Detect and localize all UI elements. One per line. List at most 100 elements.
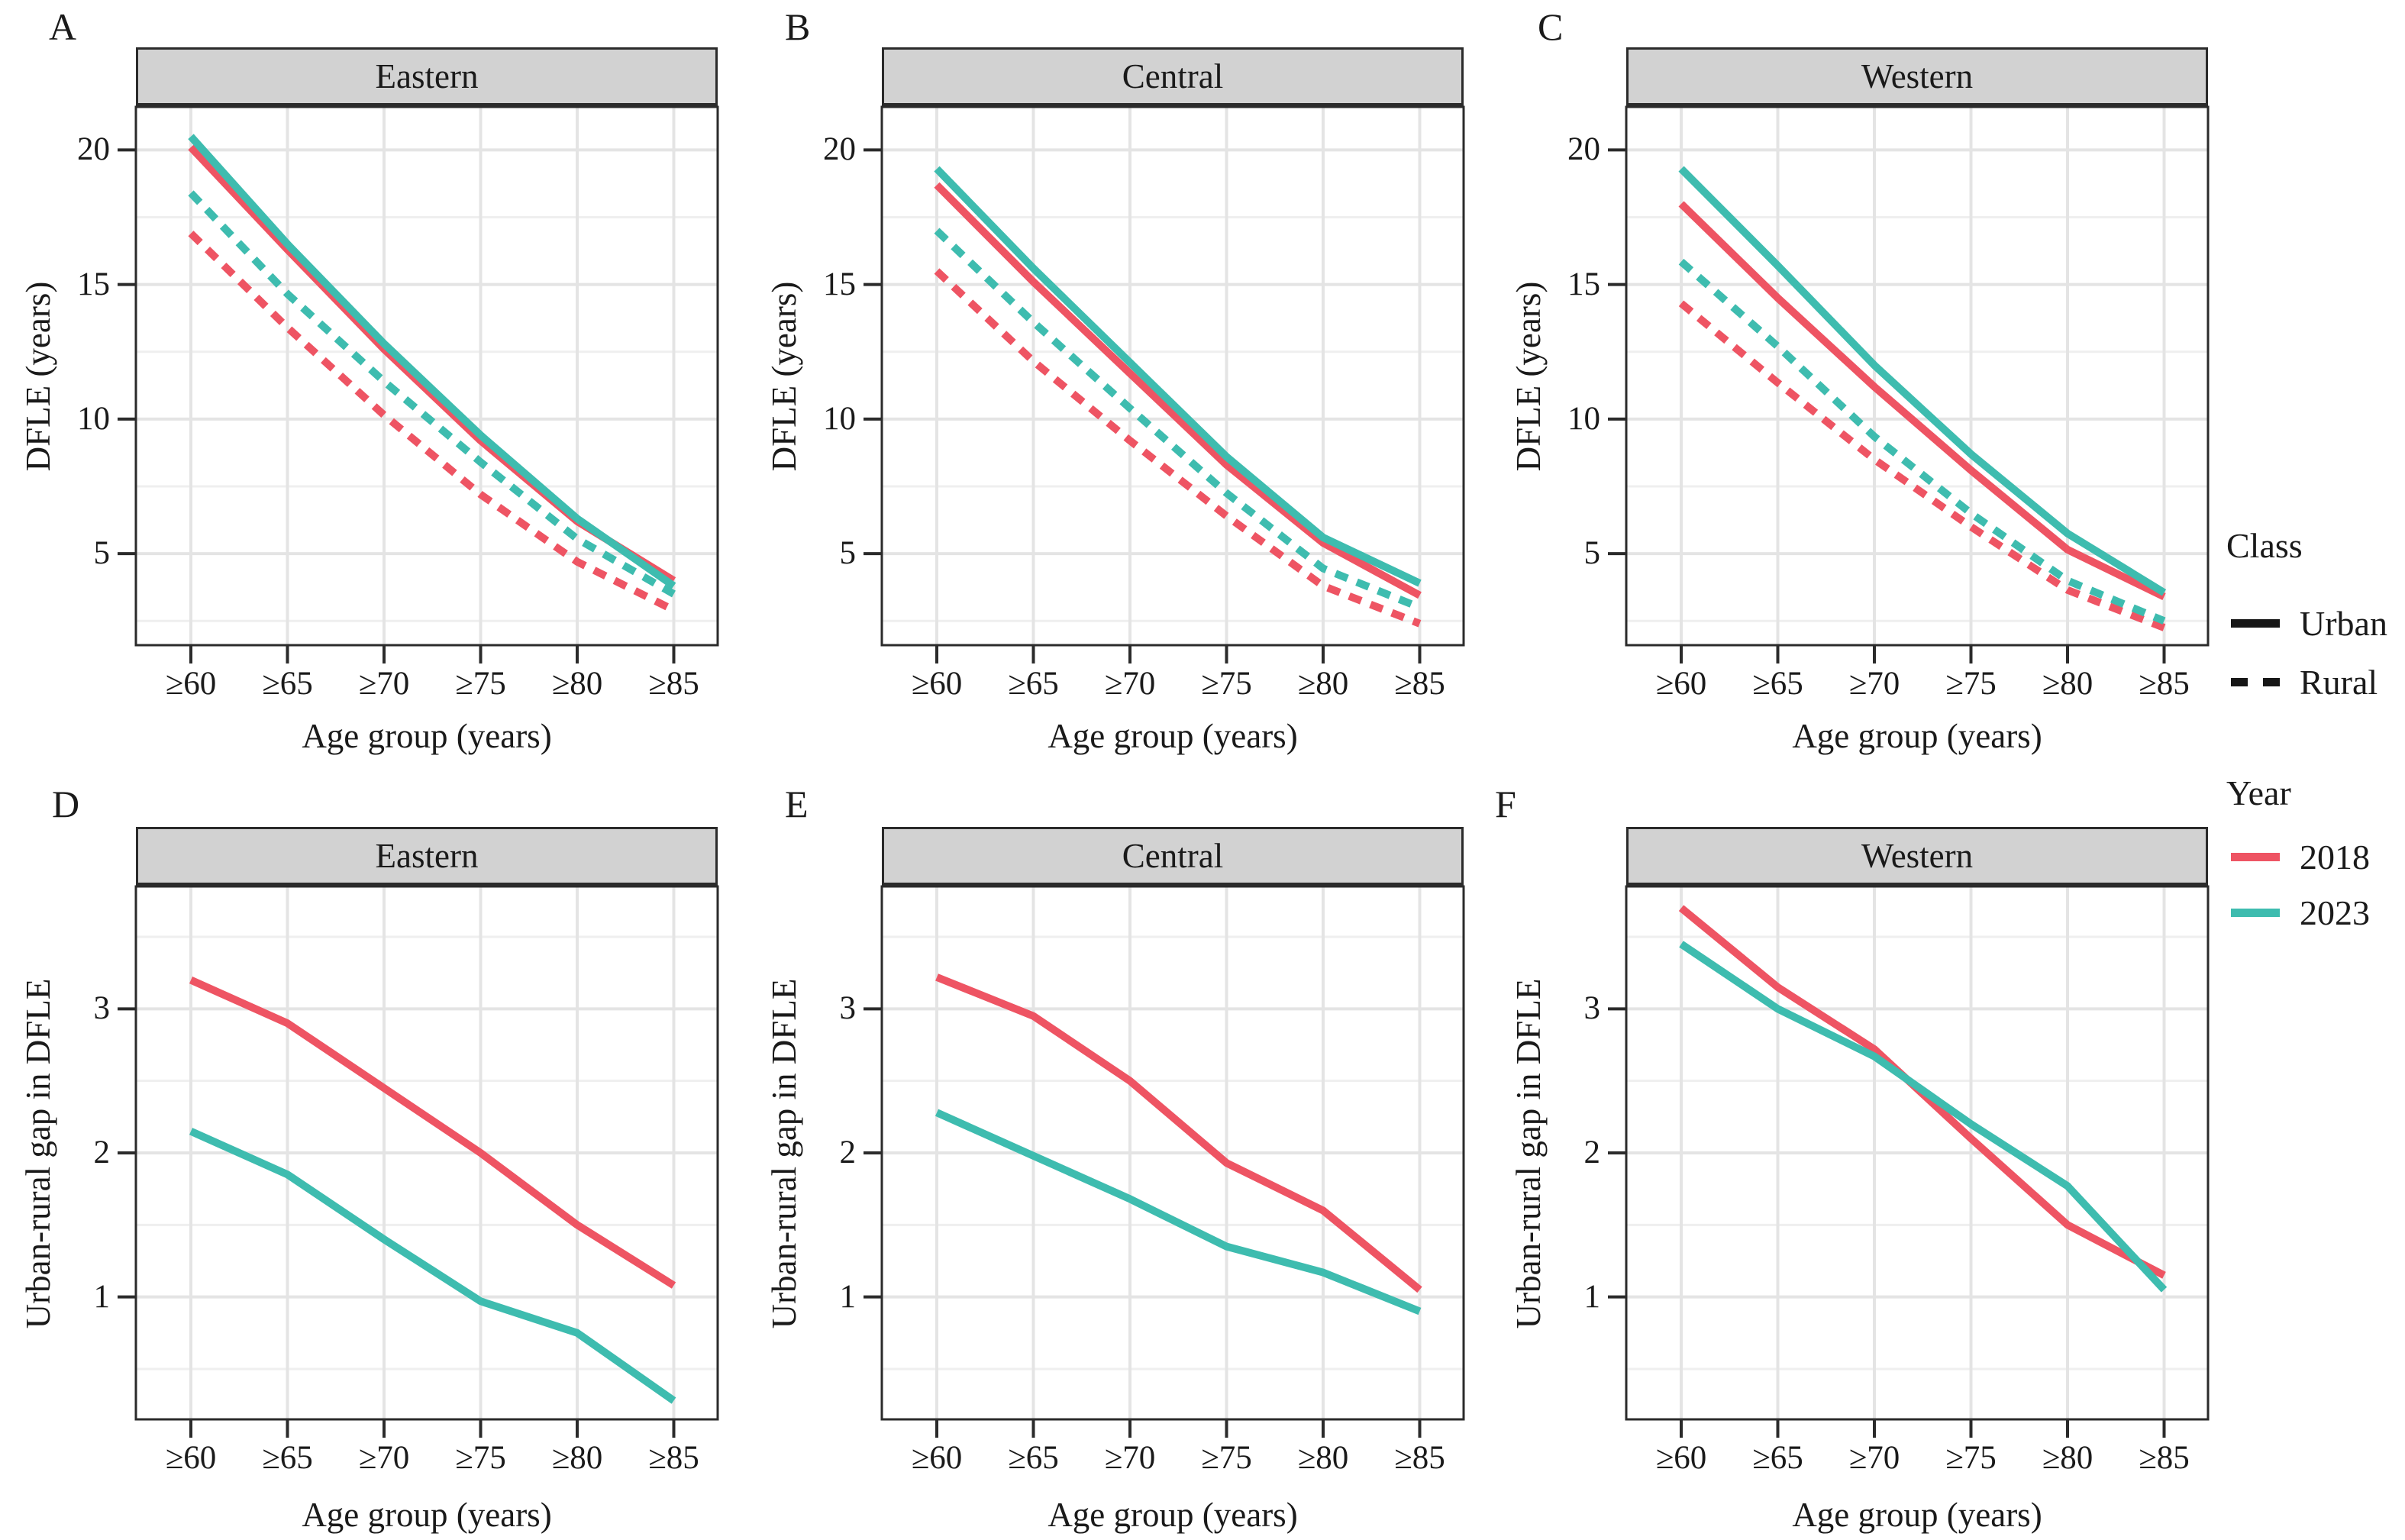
rural-dashed-line-key-icon xyxy=(2231,677,2280,686)
x-tick-label: ≥80 xyxy=(2042,1440,2093,1476)
y-axis-title: Urban-rural gap in DFLE xyxy=(1509,978,1548,1329)
x-tick-label: ≥65 xyxy=(262,666,313,702)
y-axis-title: DFLE (years) xyxy=(1509,281,1548,472)
legend-item-rural: Rural xyxy=(2231,661,2378,702)
y-tick-label: 15 xyxy=(77,266,110,302)
y-tick-label: 20 xyxy=(77,131,110,168)
y-tick-label: 20 xyxy=(1567,131,1600,168)
legend-item-label: Urban xyxy=(2300,603,2387,643)
legend-item-label: Rural xyxy=(2300,662,2378,702)
facet-strip-label: Western xyxy=(1861,57,1974,95)
x-tick-label: ≥85 xyxy=(648,1440,699,1476)
panel-letter-b: B xyxy=(785,5,811,48)
year-2023-line-key-icon xyxy=(2231,908,2280,917)
x-tick-label: ≥85 xyxy=(2139,666,2190,702)
x-tick-label: ≥65 xyxy=(1008,1440,1059,1476)
x-tick-label: ≥70 xyxy=(1848,1440,1900,1476)
y-axis-title: DFLE (years) xyxy=(765,281,803,472)
x-tick-label: ≥60 xyxy=(165,666,217,702)
x-tick-label: ≥70 xyxy=(1104,666,1156,702)
legend-item-label: 2018 xyxy=(2300,837,2370,877)
x-tick-label: ≥60 xyxy=(165,1440,217,1476)
legend-year-title: Year xyxy=(2226,773,2291,812)
y-tick-label: 20 xyxy=(823,131,856,168)
y-tick-label: 2 xyxy=(93,1135,111,1170)
x-tick-label: ≥85 xyxy=(648,666,699,702)
x-tick-label: ≥75 xyxy=(1201,666,1252,702)
facet-strip-eastern-top: Eastern xyxy=(136,47,718,107)
urban-solid-line-key-icon xyxy=(2231,618,2280,628)
x-tick-label: ≥65 xyxy=(1752,1440,1803,1476)
x-tick-label: ≥80 xyxy=(1297,1440,1349,1476)
x-tick-label: ≥80 xyxy=(1297,666,1349,702)
panel-letter-d: D xyxy=(52,783,80,825)
x-tick-label: ≥85 xyxy=(1394,1440,1445,1476)
x-tick-label: ≥75 xyxy=(455,1440,506,1476)
facet-strip-label: Western xyxy=(1861,837,1974,875)
y-tick-label: 2 xyxy=(839,1135,857,1170)
legend-item-urban: Urban xyxy=(2231,602,2387,644)
y-tick-label: 15 xyxy=(1567,266,1600,302)
x-tick-label: ≥60 xyxy=(1655,1440,1707,1476)
x-tick-label: ≥80 xyxy=(551,666,603,702)
facet-strip-label: Eastern xyxy=(375,57,479,95)
x-axis-title: Age group (years) xyxy=(1048,717,1298,755)
x-tick-label: ≥70 xyxy=(358,1440,410,1476)
facet-strip-western-bottom: Western xyxy=(1626,827,2208,886)
y-tick-label: 1 xyxy=(1583,1278,1601,1315)
x-tick-label: ≥60 xyxy=(1655,666,1707,702)
y-tick-label: 10 xyxy=(823,400,856,437)
legend-class-title: Class xyxy=(2226,526,2303,565)
facet-strip-label: Central xyxy=(1122,57,1224,95)
facet-strip-eastern-bottom: Eastern xyxy=(136,827,718,886)
x-tick-label: ≥65 xyxy=(1008,666,1059,702)
x-tick-label: ≥75 xyxy=(455,666,506,702)
x-tick-label: ≥65 xyxy=(262,1440,313,1476)
y-tick-label: 15 xyxy=(823,266,856,302)
x-tick-label: ≥65 xyxy=(1752,666,1803,702)
y-axis-title: DFLE (years) xyxy=(19,281,57,472)
x-tick-label: ≥80 xyxy=(551,1440,603,1476)
y-axis-title: Urban-rural gap in DFLE xyxy=(765,978,803,1329)
year-2018-line-key-icon xyxy=(2231,852,2280,861)
x-tick-label: ≥70 xyxy=(358,666,410,702)
y-tick-label: 10 xyxy=(77,400,110,437)
panel-letter-a: A xyxy=(49,5,77,48)
y-tick-label: 5 xyxy=(93,535,111,572)
y-axis-title: Urban-rural gap in DFLE xyxy=(19,978,57,1329)
y-tick-label: 3 xyxy=(93,990,111,1027)
x-tick-label: ≥80 xyxy=(2042,666,2093,702)
legend-item-label: 2023 xyxy=(2300,893,2370,932)
y-tick-label: 10 xyxy=(1567,400,1600,437)
y-tick-label: 3 xyxy=(1583,990,1601,1027)
x-axis-title: Age group (years) xyxy=(302,1496,552,1534)
x-axis-title: Age group (years) xyxy=(1048,1496,1298,1534)
x-tick-label: ≥75 xyxy=(1201,1440,1252,1476)
facet-strip-central-top: Central xyxy=(882,47,1464,107)
x-tick-label: ≥75 xyxy=(1945,666,1997,702)
panel-letter-e: E xyxy=(785,783,809,825)
x-axis-title: Age group (years) xyxy=(1792,1496,2042,1534)
legend-item-2018: 2018 xyxy=(2231,836,2370,877)
x-tick-label: ≥75 xyxy=(1945,1440,1997,1476)
facet-strip-label: Central xyxy=(1122,837,1224,875)
facet-strip-central-bottom: Central xyxy=(882,827,1464,886)
x-tick-label: ≥85 xyxy=(1394,666,1445,702)
x-tick-label: ≥70 xyxy=(1104,1440,1156,1476)
x-axis-title: Age group (years) xyxy=(302,717,552,755)
x-tick-label: ≥70 xyxy=(1848,666,1900,702)
x-tick-label: ≥85 xyxy=(2139,1440,2190,1476)
panel-letter-c: C xyxy=(1538,5,1564,48)
y-tick-label: 5 xyxy=(1583,535,1601,572)
y-tick-label: 1 xyxy=(93,1278,111,1315)
y-tick-label: 1 xyxy=(839,1278,857,1315)
legend-item-2023: 2023 xyxy=(2231,892,2370,933)
x-axis-title: Age group (years) xyxy=(1792,717,2042,755)
panel-letter-f: F xyxy=(1495,783,1516,825)
x-tick-label: ≥60 xyxy=(911,1440,963,1476)
y-tick-label: 5 xyxy=(839,535,857,572)
facet-strip-label: Eastern xyxy=(375,837,479,875)
y-tick-label: 2 xyxy=(1583,1135,1601,1170)
